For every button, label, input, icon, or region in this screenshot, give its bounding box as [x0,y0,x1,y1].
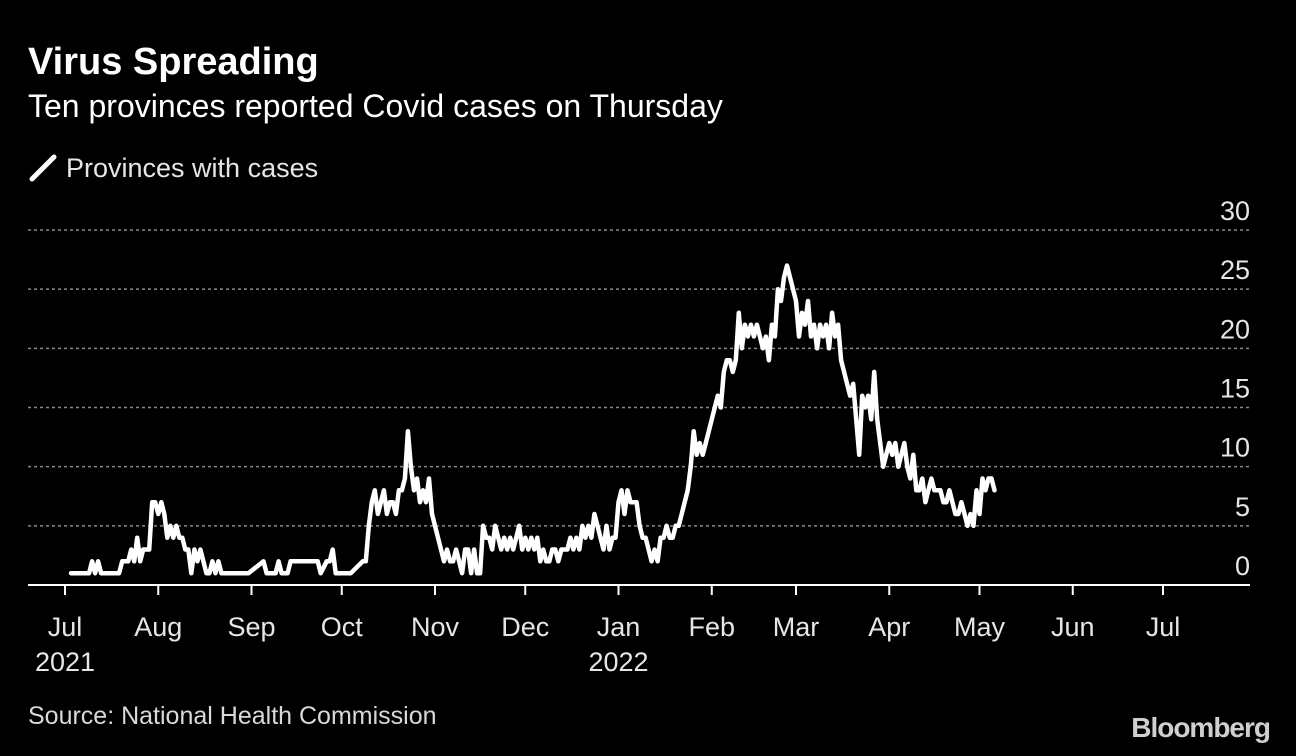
y-tick-label: 5 [1235,492,1250,522]
legend: Provinces with cases [28,150,318,186]
x-tick-label: Jul [1146,612,1181,642]
series-line-provinces-with-cases [68,263,997,576]
chart-subtitle: Ten provinces reported Covid cases on Th… [28,88,723,124]
brand-logo: Bloomberg [1131,712,1271,743]
y-tick-label: 20 [1220,314,1250,344]
x-tick-label: Jul [48,612,83,642]
chart-title: Virus Spreading [28,41,319,83]
x-tick-label: Jan [597,612,641,642]
x-tick-label: Aug [134,612,182,642]
y-tick-label: 15 [1220,374,1250,404]
x-tick-label: Nov [411,612,460,642]
y-tick-label: 30 [1220,196,1250,226]
y-tick-label: 25 [1220,255,1250,285]
x-tick-label: Dec [501,612,549,642]
y-tick-label: 10 [1220,433,1250,463]
x-tick-label: Apr [868,612,910,642]
y-tick-label: 0 [1235,551,1250,581]
x-tick-label: Mar [773,612,820,642]
x-tick-year-label: 2021 [35,647,95,677]
line-swatch-icon [29,154,57,182]
x-tick-year-label: 2022 [588,647,648,677]
source-note: Source: National Health Commission [28,702,437,730]
x-tick-label: Jun [1051,612,1095,642]
x-tick-label: May [954,612,1006,642]
legend-label: Provinces with cases [66,152,319,183]
x-tick-label: Oct [321,612,364,642]
x-tick-label: Sep [227,612,275,642]
x-tick-label: Feb [689,612,736,642]
